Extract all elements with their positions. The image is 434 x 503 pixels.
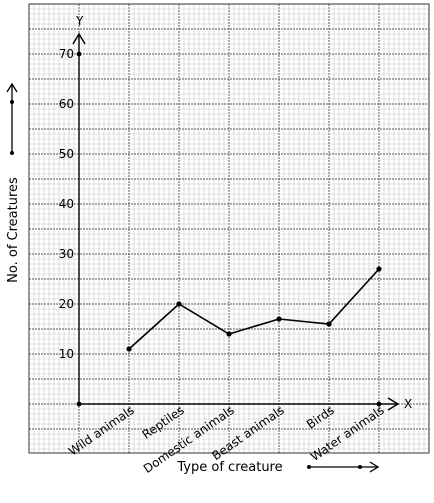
series-line: [128, 268, 380, 350]
y-tick-label: 20: [59, 297, 74, 311]
data-point: [126, 346, 132, 352]
plot-frame: [28, 3, 430, 454]
axes: [72, 32, 400, 411]
grid: [28, 3, 430, 454]
data-point: [326, 321, 332, 327]
data-point: [226, 331, 232, 337]
data-series: [126, 266, 382, 352]
y-axis-letter: Y: [75, 14, 84, 28]
x-axis-end-point: [376, 401, 382, 407]
data-point: [276, 316, 282, 322]
y-direction-arrow: [6, 82, 18, 155]
y-tick-labels: 10 20 30 40 50 60 70: [59, 47, 74, 361]
data-point: [376, 266, 382, 272]
x-axis-letter: X: [404, 397, 412, 411]
origin-point: [76, 401, 82, 407]
y-tick-label: 10: [59, 347, 74, 361]
y-tick-label: 60: [59, 97, 74, 111]
x-category-label: Wild animals: [66, 403, 137, 458]
y-tick-label: 40: [59, 197, 74, 211]
y-tick-label: 30: [59, 247, 74, 261]
x-axis-arrowhead: [387, 397, 400, 411]
y-tick-label: 50: [59, 147, 74, 161]
data-point: [176, 301, 182, 307]
x-axis-title: Type of creature: [176, 460, 282, 475]
x-direction-arrow: [307, 461, 380, 473]
y-tick-label: 70: [59, 47, 74, 61]
y-axis-arrowhead: [72, 32, 86, 45]
y-axis-end-point: [76, 51, 82, 57]
y-axis-title: No. of Creatures: [6, 177, 21, 283]
